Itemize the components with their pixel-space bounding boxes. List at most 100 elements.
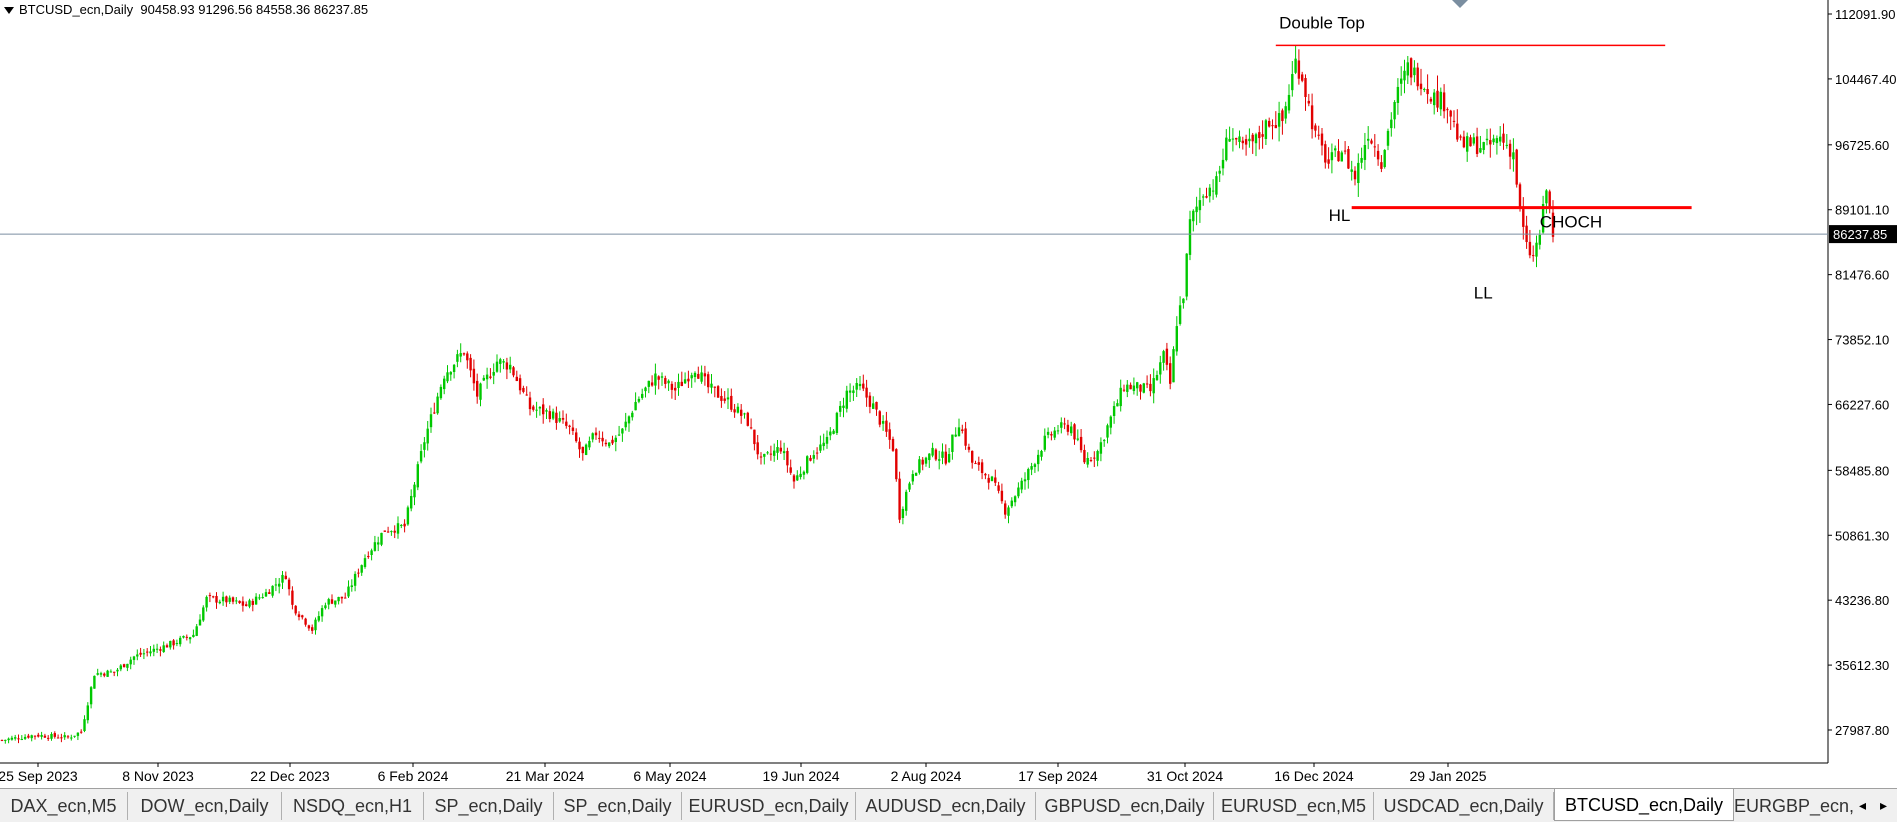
candle-body bbox=[852, 390, 855, 394]
chart-tab[interactable]: EURUSD_ecn,Daily bbox=[682, 792, 856, 820]
chart-tab[interactable]: DAX_ecn,M5 bbox=[0, 792, 128, 820]
candle-body bbox=[357, 572, 360, 574]
candle-body bbox=[756, 442, 759, 455]
candle-body bbox=[103, 673, 106, 676]
chart-tab[interactable]: SP_ecn,Daily bbox=[554, 792, 682, 820]
date-tick-label: 8 Nov 2023 bbox=[122, 768, 194, 784]
candle-body bbox=[367, 555, 370, 558]
candle-body bbox=[1502, 133, 1505, 143]
chart-tab[interactable]: DOW_ecn,Daily bbox=[128, 792, 282, 820]
candle-body bbox=[245, 604, 248, 607]
candle-body bbox=[1393, 102, 1396, 120]
candle-body bbox=[809, 457, 812, 461]
candle-body bbox=[878, 411, 881, 425]
date-tick-label: 6 May 2024 bbox=[633, 768, 706, 784]
candle-body bbox=[944, 451, 947, 464]
candle-body bbox=[1522, 207, 1525, 227]
chart-tab[interactable]: AUDUSD_ecn,Daily bbox=[856, 792, 1036, 820]
candle-body bbox=[1327, 159, 1330, 164]
date-tick-label: 21 Mar 2024 bbox=[506, 768, 585, 784]
candle-body bbox=[350, 585, 353, 588]
candle-body bbox=[509, 364, 512, 370]
candle-body bbox=[1287, 94, 1291, 111]
collapse-triangle-icon[interactable] bbox=[4, 7, 14, 15]
candle-body bbox=[106, 670, 109, 677]
candle-body bbox=[489, 376, 492, 378]
candle-body bbox=[268, 592, 271, 595]
candle-body bbox=[1489, 140, 1492, 145]
candle-body bbox=[872, 403, 875, 409]
chart-annotation: CHOCH bbox=[1540, 213, 1602, 232]
candle-body bbox=[122, 664, 126, 668]
candle-body bbox=[380, 532, 383, 545]
candle-body bbox=[1248, 138, 1251, 142]
candle-body bbox=[746, 412, 749, 426]
candle-body bbox=[1010, 500, 1013, 507]
candle-body bbox=[0, 739, 4, 741]
date-tick-label: 17 Sep 2024 bbox=[1018, 768, 1098, 784]
candle-body bbox=[56, 737, 60, 739]
chart-tab[interactable]: EURUSD_ecn,M5 bbox=[1214, 792, 1374, 820]
price-tick-label: 27987.80 bbox=[1835, 723, 1889, 738]
candle-body bbox=[1419, 83, 1423, 90]
candle-body bbox=[1400, 78, 1403, 84]
candle-body bbox=[410, 495, 413, 509]
candle-body bbox=[792, 475, 796, 482]
candle-body bbox=[921, 459, 924, 465]
candle-body bbox=[126, 663, 129, 668]
chart-area[interactable]: 112091.90 104467.40 96725.60 89101.10 81476.… bbox=[0, 0, 1897, 788]
chart-tab[interactable]: NSDQ_ecn,H1 bbox=[282, 792, 424, 820]
candle-body bbox=[149, 651, 152, 654]
tab-scroll-right-icon[interactable]: ▸ bbox=[1880, 797, 1888, 813]
chart-tab[interactable]: SP_ecn,Daily bbox=[424, 792, 554, 820]
candle-body bbox=[1360, 157, 1363, 163]
candle-body bbox=[205, 596, 208, 608]
candle-body bbox=[1258, 132, 1261, 139]
candle-body bbox=[162, 645, 165, 652]
candle-body bbox=[139, 652, 142, 655]
candle-body bbox=[459, 353, 462, 357]
candle-body bbox=[479, 383, 482, 400]
candle-body bbox=[1162, 351, 1165, 363]
candle-body bbox=[1479, 148, 1482, 153]
chart-tab[interactable]: USDCAD_ecn,Daily bbox=[1374, 792, 1554, 820]
candle-body bbox=[1528, 241, 1532, 256]
candle-body bbox=[895, 449, 898, 480]
candle-body bbox=[1274, 125, 1277, 129]
candle-body bbox=[330, 599, 334, 604]
candle-body bbox=[1136, 382, 1139, 389]
tab-scroll-left-icon[interactable]: ◂ bbox=[1859, 797, 1867, 813]
price-chart[interactable]: 112091.90 104467.40 96725.60 89101.10 81476.… bbox=[0, 0, 1897, 788]
candle-body bbox=[301, 615, 304, 618]
candle-body bbox=[1076, 438, 1079, 440]
candle-body bbox=[845, 390, 848, 409]
candle-body bbox=[551, 411, 555, 419]
candle-body bbox=[1508, 143, 1512, 157]
date-tick-label: 29 Jan 2025 bbox=[1409, 768, 1486, 784]
candle-body bbox=[951, 434, 954, 452]
candle-body bbox=[1370, 140, 1373, 144]
candle-body bbox=[763, 453, 766, 457]
candle-body bbox=[802, 471, 806, 475]
candle-body bbox=[1244, 139, 1248, 145]
chart-tab-active[interactable]: BTCUSD_ecn,Daily bbox=[1554, 789, 1734, 821]
candle-body bbox=[495, 361, 499, 372]
candle-body bbox=[433, 412, 436, 414]
chart-tab[interactable]: GBPUSD_ecn,Daily bbox=[1036, 792, 1214, 820]
candle-body bbox=[1429, 98, 1433, 102]
candle-body bbox=[1119, 387, 1122, 407]
candle-body bbox=[466, 353, 469, 361]
candle-body bbox=[1066, 424, 1070, 432]
candle-body bbox=[1475, 136, 1479, 154]
chart-tab[interactable]: EURGBP_ecn,Daily bbox=[1734, 796, 1854, 816]
candle-body bbox=[1545, 190, 1548, 204]
candle-body bbox=[819, 444, 822, 451]
chart-annotation: Double Top bbox=[1279, 13, 1365, 32]
candle-body bbox=[812, 455, 815, 459]
candle-body bbox=[1112, 406, 1116, 417]
candle-body bbox=[931, 447, 934, 456]
price-tick-label: 73852.10 bbox=[1835, 333, 1889, 348]
candle-body bbox=[908, 483, 911, 490]
candle-body bbox=[693, 372, 697, 377]
candle-body bbox=[683, 379, 687, 384]
